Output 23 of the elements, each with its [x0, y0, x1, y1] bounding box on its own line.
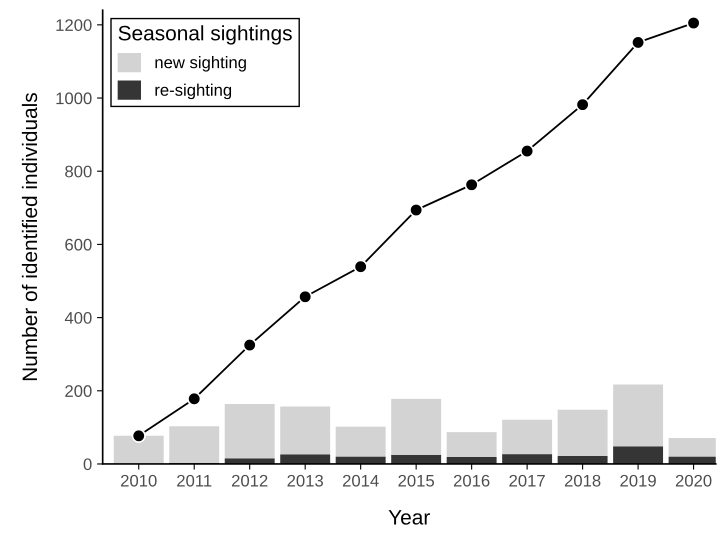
legend-title: Seasonal sightings — [118, 25, 292, 45]
y-tick-label: 400 — [64, 312, 92, 324]
y-axis-title: Number of identified individuals — [22, 93, 38, 380]
x-tick-label: 2010 — [121, 474, 157, 487]
x-axis-title: Year — [388, 510, 430, 525]
x-tick-label: 2013 — [287, 474, 323, 487]
x-tick-label: 2020 — [676, 474, 712, 487]
y-tick-label: 600 — [65, 238, 92, 251]
x-tick-label: 2011 — [177, 474, 212, 487]
x-tick-label: 2014 — [342, 474, 379, 487]
x-tick-label: 2017 — [509, 474, 545, 487]
y-tick-label: 1000 — [56, 92, 92, 104]
x-tick-label: 2018 — [564, 474, 600, 487]
y-tick-label: 1200 — [56, 19, 92, 32]
x-tick-label: 2016 — [454, 474, 490, 487]
x-tick-label: 2015 — [398, 474, 434, 487]
legend-label: re-sighting — [155, 84, 232, 100]
y-tick-label: 0 — [84, 458, 92, 470]
legend-label: new sighting — [155, 56, 246, 72]
y-tick-label: 200 — [65, 385, 92, 397]
x-tick-label: 2012 — [232, 474, 268, 487]
x-tick-label: 2019 — [620, 474, 656, 487]
y-tick-label: 800 — [65, 166, 92, 178]
